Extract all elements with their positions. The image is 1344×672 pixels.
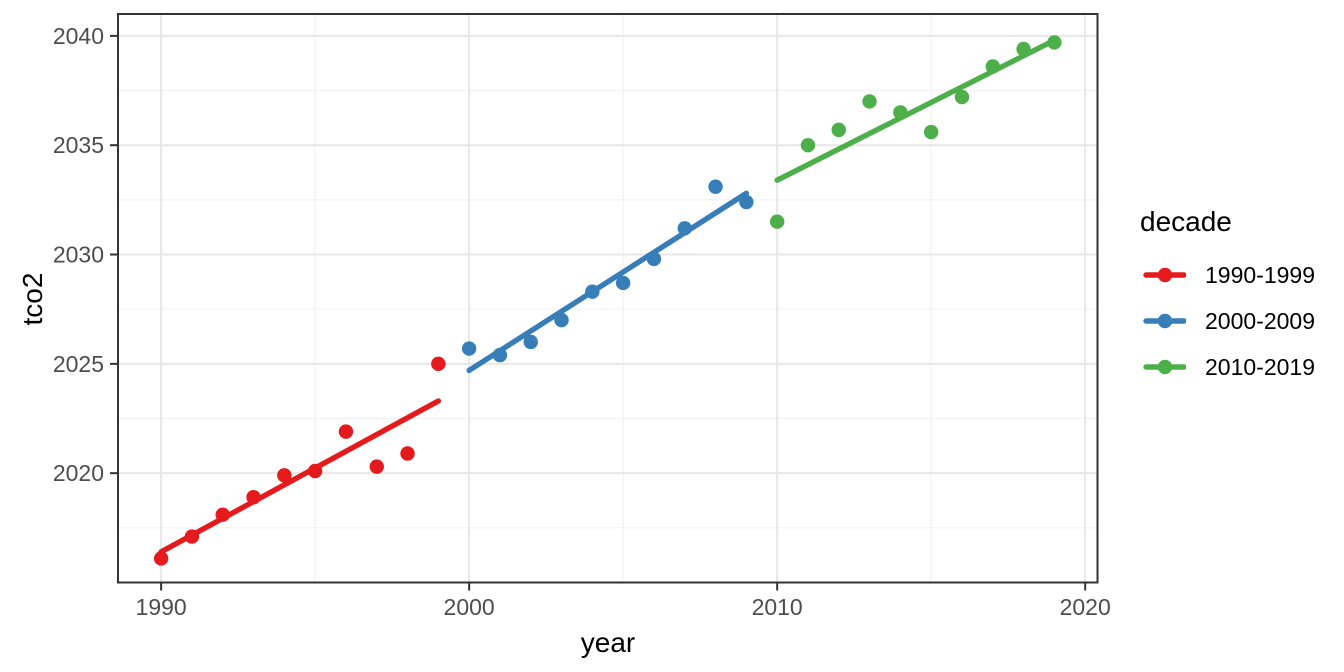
legend-entries: 1990-1999 2000-2009 2010-2019 (1140, 252, 1315, 390)
data-point (923, 124, 939, 140)
y-tick-label: 2020 (53, 460, 104, 486)
legend-entry: 2010-2019 (1140, 344, 1315, 390)
x-tick-label: 2000 (444, 594, 495, 620)
data-point (615, 275, 631, 291)
data-point (893, 105, 908, 120)
data-point (307, 463, 323, 479)
data-point (400, 446, 415, 461)
data-point (1016, 41, 1031, 57)
data-point (954, 89, 970, 105)
data-point (184, 529, 200, 544)
legend-entry-label: 2010-2019 (1205, 353, 1315, 380)
x-tick-label: 2020 (1060, 594, 1111, 620)
y-tick-label: 2040 (53, 23, 104, 49)
trend-line-2010-2019 (774, 37, 1058, 183)
y-tick-label: 2035 (53, 132, 104, 158)
data-point (215, 507, 230, 522)
legend-entry-label: 2000-2009 (1205, 307, 1315, 334)
data-point (431, 356, 446, 372)
y-axis-title: tco2 (17, 272, 48, 326)
y-tick-label: 2030 (53, 242, 104, 268)
trend-line-2000-2009 (466, 190, 750, 374)
data-point (985, 59, 1000, 74)
data-point (1047, 35, 1062, 50)
data-point (523, 334, 538, 350)
x-tick-label: 1990 (136, 594, 187, 620)
legend-title: decade (1140, 206, 1232, 237)
data-point (739, 194, 754, 210)
legend-key-icon (1143, 313, 1186, 329)
trend-line-1990-1999 (158, 398, 442, 555)
x-tick-label: 2010 (752, 594, 803, 620)
data-point (831, 122, 846, 138)
x-axis-title: year (580, 627, 636, 658)
data-point (246, 490, 261, 505)
legend-key-icon (1143, 359, 1186, 375)
legend-key-icon (1143, 267, 1186, 283)
data-point (708, 179, 723, 194)
data-point (338, 424, 354, 439)
legend: decade 1990-1999 2000-2009 2010-2019 (1140, 204, 1315, 390)
data-point (277, 468, 292, 483)
data-point (646, 251, 662, 267)
legend-entry: 2000-2009 (1140, 298, 1315, 344)
data-point (769, 214, 785, 229)
legend-entry: 1990-1999 (1140, 252, 1315, 298)
data-point (862, 94, 877, 109)
panel-border (117, 13, 1099, 584)
data-point (677, 221, 692, 236)
data-point (492, 347, 508, 363)
legend-entry-label: 1990-1999 (1205, 261, 1315, 288)
data-point (461, 341, 477, 356)
data-point (153, 551, 169, 566)
data-point (554, 312, 569, 328)
data-point (800, 137, 816, 153)
data-point (585, 284, 600, 299)
y-tick-label: 2025 (53, 351, 104, 377)
data-point (369, 459, 384, 474)
